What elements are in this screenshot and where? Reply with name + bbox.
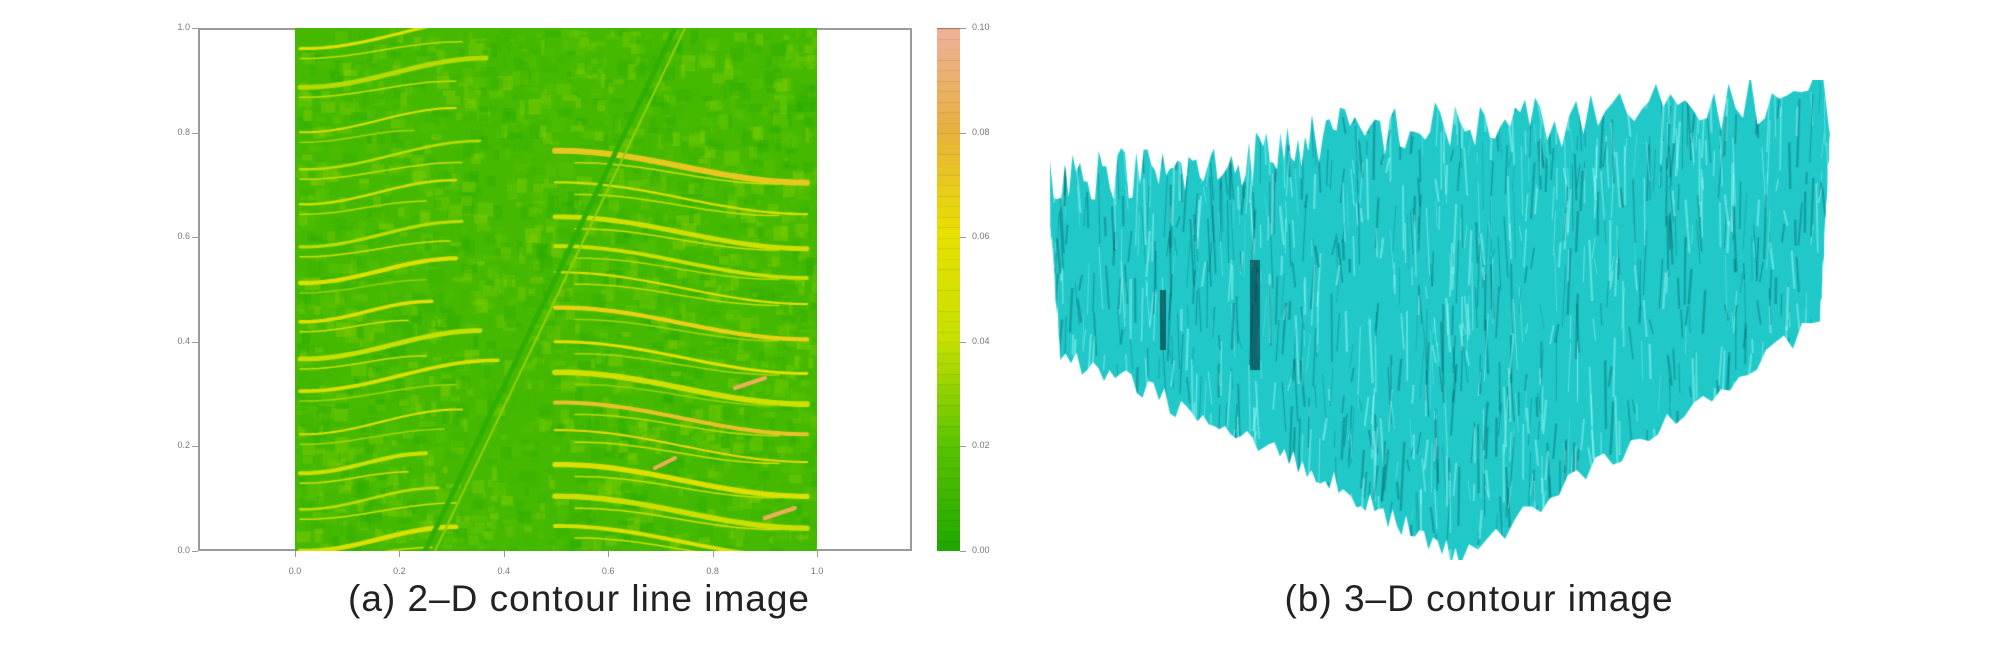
- x-tick-mark: [817, 551, 818, 557]
- y-tick-label: 0.8: [177, 126, 190, 137]
- y-tick-mark: [192, 237, 198, 239]
- y-tick-label: 0.4: [177, 335, 190, 346]
- x-tick-mark: [608, 551, 610, 557]
- x-tick-mark: [295, 551, 296, 557]
- x-tick-label: 0.8: [706, 566, 719, 576]
- x-tick-mark: [712, 551, 714, 557]
- colorbar-tick-label: 0.04: [972, 335, 990, 346]
- x-tick-label: 0.0: [288, 566, 302, 576]
- x-tick-label: 0.6: [601, 566, 615, 576]
- colorbar-tick-mark: [960, 341, 966, 343]
- colorbar-tick-label: 0.00: [972, 545, 990, 555]
- y-tick-label: 0.6: [177, 231, 190, 242]
- y-tick-mark: [192, 446, 198, 448]
- colorbar-tick-label: 0.02: [972, 440, 990, 451]
- colorbar-tick-label: 0.06: [972, 231, 990, 242]
- colorbar-tick-mark: [960, 28, 966, 29]
- 3d-surface: [1040, 80, 1840, 560]
- colorbar: [937, 28, 960, 551]
- caption-b: (b) 3–D contour image: [1284, 578, 1674, 619]
- colorbar-tick-label: 0.08: [972, 126, 990, 137]
- heatmap-image: [295, 28, 817, 551]
- x-tick-label: 0.2: [393, 566, 406, 576]
- y-tick-label: 1.0: [177, 22, 190, 32]
- y-tick-mark: [192, 132, 198, 134]
- caption-a: (a) 2–D contour line image: [348, 578, 810, 619]
- y-tick-label: 0.2: [177, 440, 190, 451]
- colorbar-tick-mark: [960, 132, 966, 134]
- colorbar-tick-mark: [960, 551, 966, 552]
- colorbar-tick-mark: [960, 237, 966, 239]
- colorbar-tick-label: 0.10: [972, 22, 990, 32]
- y-tick-label: 0.0: [177, 545, 190, 555]
- y-tick-mark: [192, 551, 198, 552]
- x-tick-label: 0.4: [497, 566, 511, 576]
- x-tick-mark: [399, 551, 401, 557]
- y-tick-mark: [192, 341, 198, 343]
- colorbar-tick-mark: [960, 446, 966, 448]
- x-tick-mark: [503, 551, 505, 557]
- y-tick-mark: [192, 28, 198, 29]
- x-tick-label: 1.0: [810, 566, 824, 576]
